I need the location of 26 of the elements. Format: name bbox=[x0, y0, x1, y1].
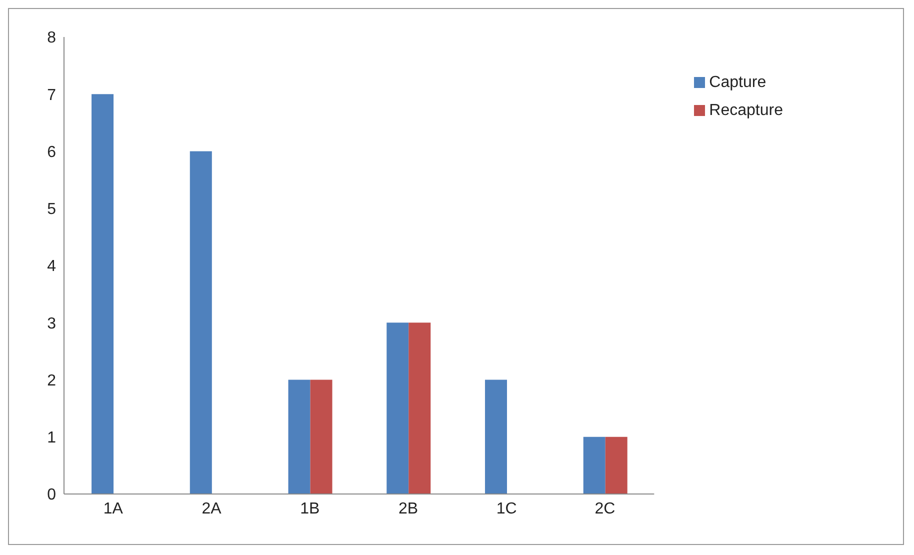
bar bbox=[484, 380, 507, 494]
y-tick-label: 3 bbox=[47, 315, 56, 332]
bar bbox=[408, 322, 431, 494]
y-tick-label: 7 bbox=[47, 86, 56, 104]
y-tick-label: 0 bbox=[47, 486, 56, 504]
legend-label: Recapture bbox=[709, 102, 783, 119]
x-tick-label: 1C bbox=[496, 500, 517, 518]
x-tick-label: 2C bbox=[594, 500, 616, 518]
y-tick-label: 8 bbox=[47, 30, 56, 47]
bar bbox=[386, 322, 409, 494]
bar bbox=[190, 151, 212, 494]
bar bbox=[288, 380, 310, 494]
y-tick-label: 6 bbox=[47, 144, 56, 161]
y-tick-label: 5 bbox=[47, 201, 56, 218]
y-tick-label: 1 bbox=[47, 430, 56, 447]
legend-label: Capture bbox=[709, 74, 766, 91]
y-tick-label: 4 bbox=[47, 258, 56, 276]
bar bbox=[310, 380, 332, 494]
x-tick-label: 2B bbox=[398, 500, 418, 518]
bar bbox=[605, 436, 628, 494]
x-tick-label: 2A bbox=[202, 500, 222, 518]
x-tick-label: 1A bbox=[103, 500, 124, 518]
bar bbox=[92, 94, 114, 494]
x-tick-label: 1B bbox=[300, 500, 320, 518]
bar bbox=[583, 436, 606, 494]
y-tick-label: 2 bbox=[47, 372, 56, 390]
